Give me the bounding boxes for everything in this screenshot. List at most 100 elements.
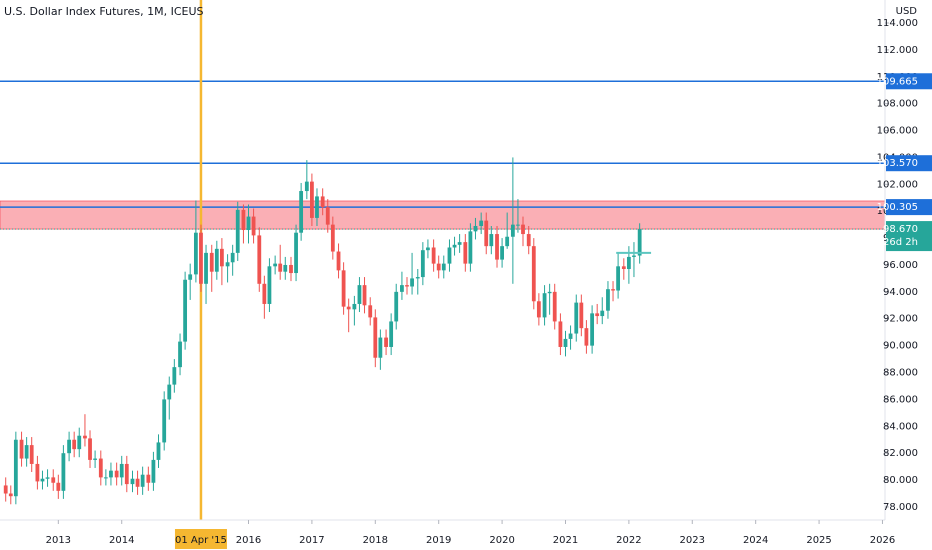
candle-body: [98, 458, 103, 478]
price-label: 109.665: [877, 76, 918, 87]
x-tick-label: 2024: [743, 535, 768, 546]
candle-body: [426, 247, 430, 251]
candle-body: [616, 266, 621, 291]
candle-body: [531, 246, 536, 302]
price-label-box: [886, 199, 932, 216]
plot-area: [0, 0, 886, 520]
x-tick-label: 2016: [236, 535, 261, 546]
candle-body: [219, 248, 224, 267]
candle-body: [251, 216, 256, 236]
y-tick-label: 86.000: [883, 394, 918, 405]
x-tick-label: 2014: [109, 535, 134, 546]
price-label: 100.305: [877, 202, 918, 213]
candle-body: [468, 231, 473, 264]
candle-body: [632, 255, 636, 257]
x-tick-label: 2020: [489, 535, 514, 546]
candle-body: [294, 232, 298, 274]
candle-body: [24, 445, 29, 459]
x-tick-label: 2019: [426, 535, 451, 546]
y-tick-label: 94.000: [883, 287, 918, 298]
candle-body: [521, 224, 525, 235]
candle-body: [283, 264, 288, 272]
candle-body: [61, 453, 66, 491]
candle-body: [405, 285, 409, 287]
x-tick-label: 2025: [806, 535, 831, 546]
candle-body: [626, 256, 631, 270]
y-tick-label: 112.000: [877, 45, 918, 56]
x-tick-label: 2018: [363, 535, 388, 546]
candle-body: [8, 493, 13, 497]
candle-body: [315, 196, 319, 218]
candle-body: [199, 232, 203, 284]
candle-body: [140, 474, 145, 487]
candle-body: [3, 485, 8, 494]
candle-body: [325, 207, 330, 225]
candle-body: [35, 463, 40, 482]
candle-body: [45, 477, 50, 479]
candle-body: [505, 236, 510, 247]
candle-body: [400, 285, 404, 292]
y-tick-label: 84.000: [883, 421, 918, 432]
candle-body: [436, 263, 441, 271]
candle-body: [584, 328, 589, 346]
candle-body: [241, 209, 246, 231]
candle-body: [563, 338, 568, 347]
candle-body: [394, 291, 399, 322]
candle-body: [637, 229, 642, 256]
candle-body: [51, 477, 56, 483]
candle-body: [415, 277, 420, 279]
price-label-box: [886, 73, 932, 90]
candle-body: [595, 313, 600, 317]
y-tick-label: 106.000: [877, 126, 918, 137]
candle-body: [77, 435, 82, 450]
candle-body: [178, 341, 182, 368]
x-tick-label: 2023: [680, 535, 705, 546]
candle-body: [225, 262, 230, 267]
candle-body: [29, 445, 34, 464]
candle-body: [378, 337, 383, 358]
candle-body: [88, 438, 92, 460]
x-tick-label: 2022: [616, 535, 641, 546]
candle-body: [278, 263, 283, 272]
y-tick-label: 102.000: [877, 179, 918, 190]
candle-body: [357, 285, 362, 304]
x-tick-label: 2021: [553, 535, 578, 546]
candle-body: [109, 470, 113, 478]
candle-body: [452, 244, 457, 248]
candle-body: [151, 459, 156, 483]
candle-body: [558, 321, 563, 347]
x-tick-label: 2017: [299, 535, 324, 546]
candle-body: [235, 209, 240, 253]
candle-body: [479, 220, 484, 226]
candle-body: [320, 196, 325, 208]
y-tick-label: 90.000: [883, 341, 918, 352]
candle-body: [188, 274, 193, 280]
candle-body: [257, 235, 262, 284]
x-tick-label: 2013: [46, 535, 71, 546]
candle-body: [526, 234, 531, 247]
candle-body: [83, 435, 87, 439]
candle-body: [341, 270, 346, 307]
candle-body: [162, 399, 167, 443]
candle-body: [19, 439, 24, 459]
countdown-label: 26d 2h: [883, 237, 918, 248]
candle-body: [40, 478, 45, 482]
candle-body: [516, 224, 520, 226]
candle-body: [267, 266, 272, 304]
candle-body: [67, 439, 72, 454]
candle-body: [204, 252, 208, 284]
candle-body: [473, 225, 478, 232]
candle-body: [56, 482, 61, 491]
currency-label: USD: [896, 6, 918, 17]
candle-body: [336, 251, 341, 271]
candle-body: [214, 248, 219, 272]
candle-body: [93, 458, 97, 460]
candle-body: [289, 264, 293, 274]
candle-body: [172, 367, 177, 385]
price-label-box: [886, 155, 932, 172]
candle-body: [489, 234, 494, 247]
candle-body: [510, 224, 515, 237]
candle-body: [330, 224, 335, 252]
